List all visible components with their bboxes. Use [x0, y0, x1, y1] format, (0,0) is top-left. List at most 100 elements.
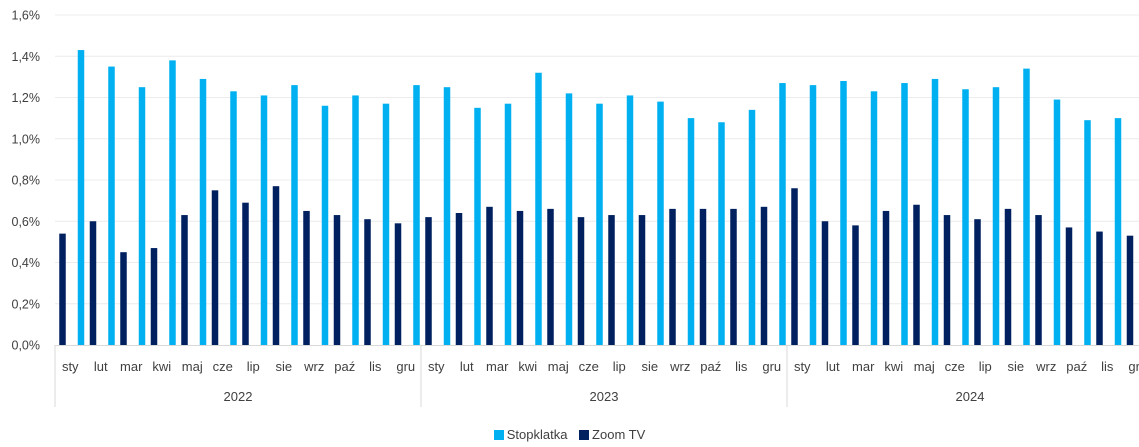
bar-stopklatka [992, 87, 1000, 345]
x-tick-label: lut [94, 359, 108, 374]
bar-stopklatka [870, 91, 878, 345]
y-tick-label: 1,4% [12, 50, 41, 64]
x-tick-label: sty [428, 359, 445, 374]
bar-stopklatka [901, 83, 908, 345]
bars [59, 50, 1134, 345]
bar-zoom-tv [943, 215, 951, 345]
bar-zoom-tv [1126, 235, 1134, 345]
bar-zoom-tv [89, 221, 97, 345]
x-tick-label: gru [1128, 359, 1139, 374]
bar-zoom-tv [333, 215, 341, 345]
y-tick-label: 0,4% [12, 256, 41, 270]
bar-stopklatka [931, 78, 939, 345]
x-tick-label: kwi [518, 359, 537, 374]
bar-zoom-tv [608, 215, 615, 345]
bar-stopklatka [565, 93, 573, 345]
legend-label-stopklatka: Stopklatka [506, 427, 568, 442]
bar-zoom-tv [1096, 231, 1103, 345]
x-tick-label: paź [700, 359, 721, 374]
bar-stopklatka [382, 103, 390, 345]
bar-zoom-tv [272, 186, 280, 345]
x-tick-label: wrz [1035, 359, 1056, 374]
bar-zoom-tv [1035, 215, 1042, 345]
x-tick-label: maj [548, 359, 569, 374]
bar-zoom-tv [181, 215, 188, 345]
legend-item-stopklatka: Stopklatka [493, 427, 568, 442]
bar-stopklatka [291, 85, 298, 345]
bar-zoom-tv [425, 217, 432, 345]
bar-stopklatka [1084, 120, 1091, 345]
y-tick-label: 1,2% [12, 91, 41, 105]
year-label: 2023 [590, 389, 619, 404]
bar-stopklatka [169, 60, 176, 345]
bar-zoom-tv [821, 221, 829, 345]
bar-stopklatka [718, 122, 725, 345]
x-tick-label: lip [613, 359, 626, 374]
bar-stopklatka [1114, 118, 1122, 345]
x-tick-label: sty [794, 359, 811, 374]
x-tick-label: kwi [152, 359, 171, 374]
bar-stopklatka [748, 109, 756, 345]
x-tick-label: mar [486, 359, 509, 374]
x-tick-label: kwi [884, 359, 903, 374]
legend-swatch-zoom-tv [579, 429, 590, 440]
x-tick-label: paź [334, 359, 355, 374]
y-tick-label: 1,0% [12, 132, 41, 146]
x-tick-label: mar [852, 359, 875, 374]
bar-zoom-tv [974, 219, 981, 345]
bar-stopklatka [199, 78, 207, 345]
legend-item-zoom-tv: Zoom TV [579, 427, 645, 442]
bar-stopklatka [809, 85, 817, 345]
bar-stopklatka [626, 95, 634, 345]
bar-stopklatka [687, 118, 695, 345]
bar-stopklatka [321, 105, 329, 345]
bar-zoom-tv [1065, 227, 1073, 345]
y-axis: 0,0% 0,2% 0,4% 0,6% 0,8% 1,0% 1,2% 1,4% 1,6% [12, 9, 41, 353]
bar-stopklatka [504, 103, 512, 345]
bar-zoom-tv [638, 215, 646, 345]
bar-stopklatka [1023, 68, 1030, 345]
x-axis: sty lut mar kwi maj cze lip sie wrz paź lis gru sty l… [54, 345, 1139, 407]
x-tick-label: maj [182, 359, 203, 374]
bar-zoom-tv [120, 252, 127, 345]
bar-zoom-tv [547, 208, 554, 345]
bar-stopklatka [596, 103, 603, 345]
year-label: 2024 [956, 389, 985, 404]
bar-zoom-tv [669, 208, 676, 345]
x-tick-label: mar [120, 359, 143, 374]
y-tick-label: 0,0% [12, 339, 41, 353]
bar-stopklatka [230, 91, 237, 345]
y-tick-label: 0,8% [12, 174, 41, 188]
x-tick-label: paź [1066, 359, 1087, 374]
bar-zoom-tv [577, 217, 585, 345]
bar-zoom-tv [242, 202, 249, 345]
bar-zoom-tv [211, 190, 219, 345]
bar-zoom-tv [882, 210, 890, 345]
x-tick-label: wrz [303, 359, 324, 374]
bar-zoom-tv [59, 233, 66, 345]
x-tick-label: lut [826, 359, 840, 374]
bar-zoom-tv [760, 206, 768, 345]
bar-stopklatka [474, 107, 481, 345]
bar-zoom-tv [455, 213, 463, 345]
x-tick-label: cze [579, 359, 599, 374]
bar-zoom-tv [791, 188, 798, 345]
bar-stopklatka [962, 89, 969, 345]
y-tick-label: 1,6% [12, 9, 41, 23]
bar-zoom-tv [913, 204, 920, 345]
bar-stopklatka [138, 87, 146, 345]
bar-stopklatka [535, 72, 542, 345]
x-tick-label: cze [213, 359, 233, 374]
bar-stopklatka [657, 101, 664, 345]
bar-zoom-tv [303, 210, 310, 345]
x-tick-label: lis [369, 359, 382, 374]
x-tick-label: sie [1007, 359, 1024, 374]
x-tick-label: gru [762, 359, 781, 374]
x-tick-label: wrz [669, 359, 690, 374]
bar-stopklatka [1053, 99, 1061, 345]
legend: Stopklatka Zoom TV [0, 427, 1139, 443]
bar-zoom-tv [1004, 208, 1012, 345]
x-tick-label: maj [914, 359, 935, 374]
x-tick-label: sie [641, 359, 658, 374]
